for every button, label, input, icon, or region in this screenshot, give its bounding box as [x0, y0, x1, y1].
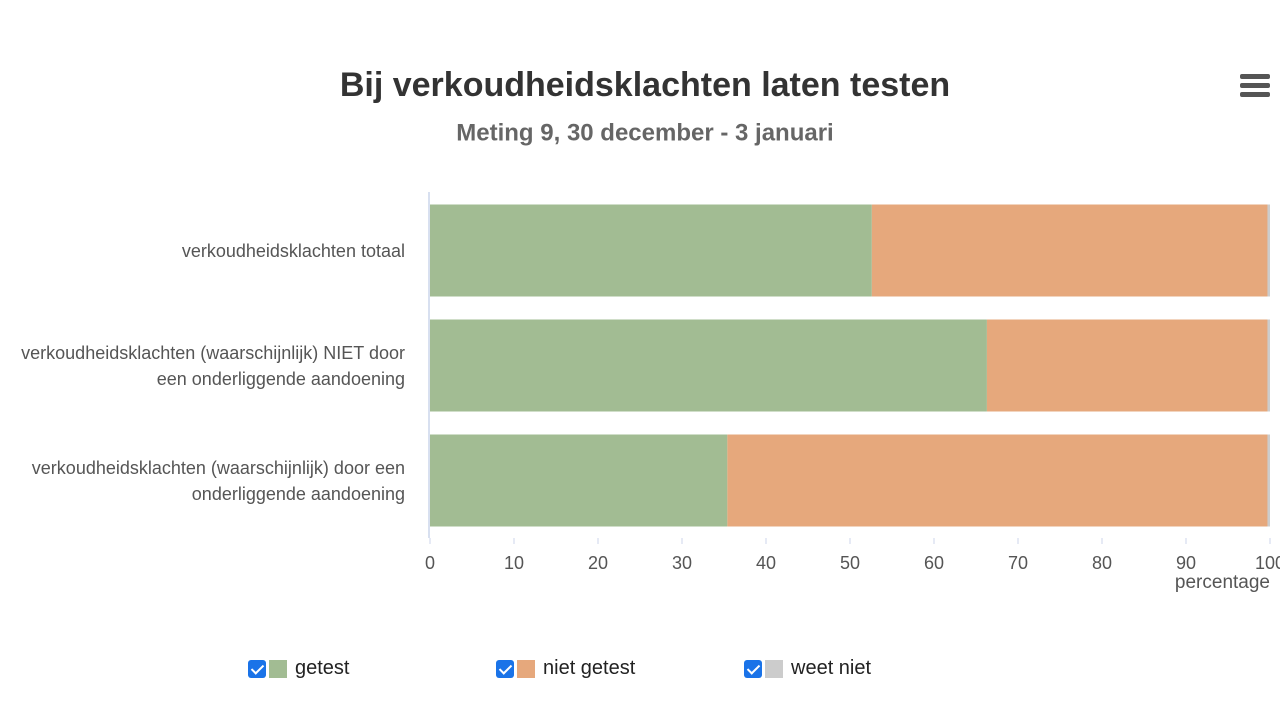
x-tick-label: 50 [840, 553, 860, 573]
x-tick-label: 0 [425, 553, 435, 573]
x-tick-label: 10 [504, 553, 524, 573]
chart-subtitle: Meting 9, 30 december - 3 januari [456, 119, 833, 146]
x-axis-label: percentage [1175, 572, 1270, 593]
bar-segment [986, 319, 1268, 412]
legend-label: niet getest [543, 657, 636, 679]
x-tick-label: 40 [756, 553, 776, 573]
legend-checkbox[interactable] [744, 659, 762, 678]
x-tick-label: 20 [588, 553, 608, 573]
bar-segment [430, 434, 728, 527]
menu-bar [1240, 83, 1270, 88]
chart-title: Bij verkoudheidsklachten laten testen [340, 66, 950, 104]
y-tick-label: verkoudheidsklachten (waarschijnlijk) do… [31, 457, 405, 504]
x-tick-label: 90 [1176, 553, 1196, 573]
bar-segment [727, 434, 1268, 527]
legend-item[interactable]: niet getest [496, 657, 635, 680]
y-tick-label: verkoudheidsklachten (waarschijnlijk) NI… [21, 342, 405, 389]
x-tick-label: 80 [1092, 553, 1112, 573]
legend-checkbox[interactable] [496, 659, 514, 678]
legend-label: getest [295, 657, 350, 679]
menu-bar [1240, 92, 1270, 97]
x-tick-label: 60 [924, 553, 944, 573]
legend-swatch [765, 659, 783, 678]
y-tick-label: verkoudheidsklachten totaal [181, 240, 405, 261]
legend-item[interactable]: weet niet [744, 657, 871, 680]
bar-segment [430, 204, 872, 297]
bar-segment [430, 319, 987, 412]
x-tick-label: 30 [672, 553, 692, 573]
bar-segment [1267, 434, 1270, 527]
legend-checkbox[interactable] [248, 659, 266, 678]
legend-label: weet niet [791, 657, 872, 679]
legend-swatch [269, 659, 287, 678]
legend-swatch [517, 659, 535, 678]
bar-segment [871, 204, 1268, 297]
legend-item[interactable]: getest [248, 657, 349, 680]
x-tick-label: 70 [1008, 553, 1028, 573]
bar-segment [1267, 319, 1270, 412]
bar-segment [1267, 204, 1270, 297]
x-tick-label: 100 [1255, 553, 1280, 573]
menu-button[interactable] [1240, 74, 1270, 97]
menu-bar [1240, 74, 1270, 79]
